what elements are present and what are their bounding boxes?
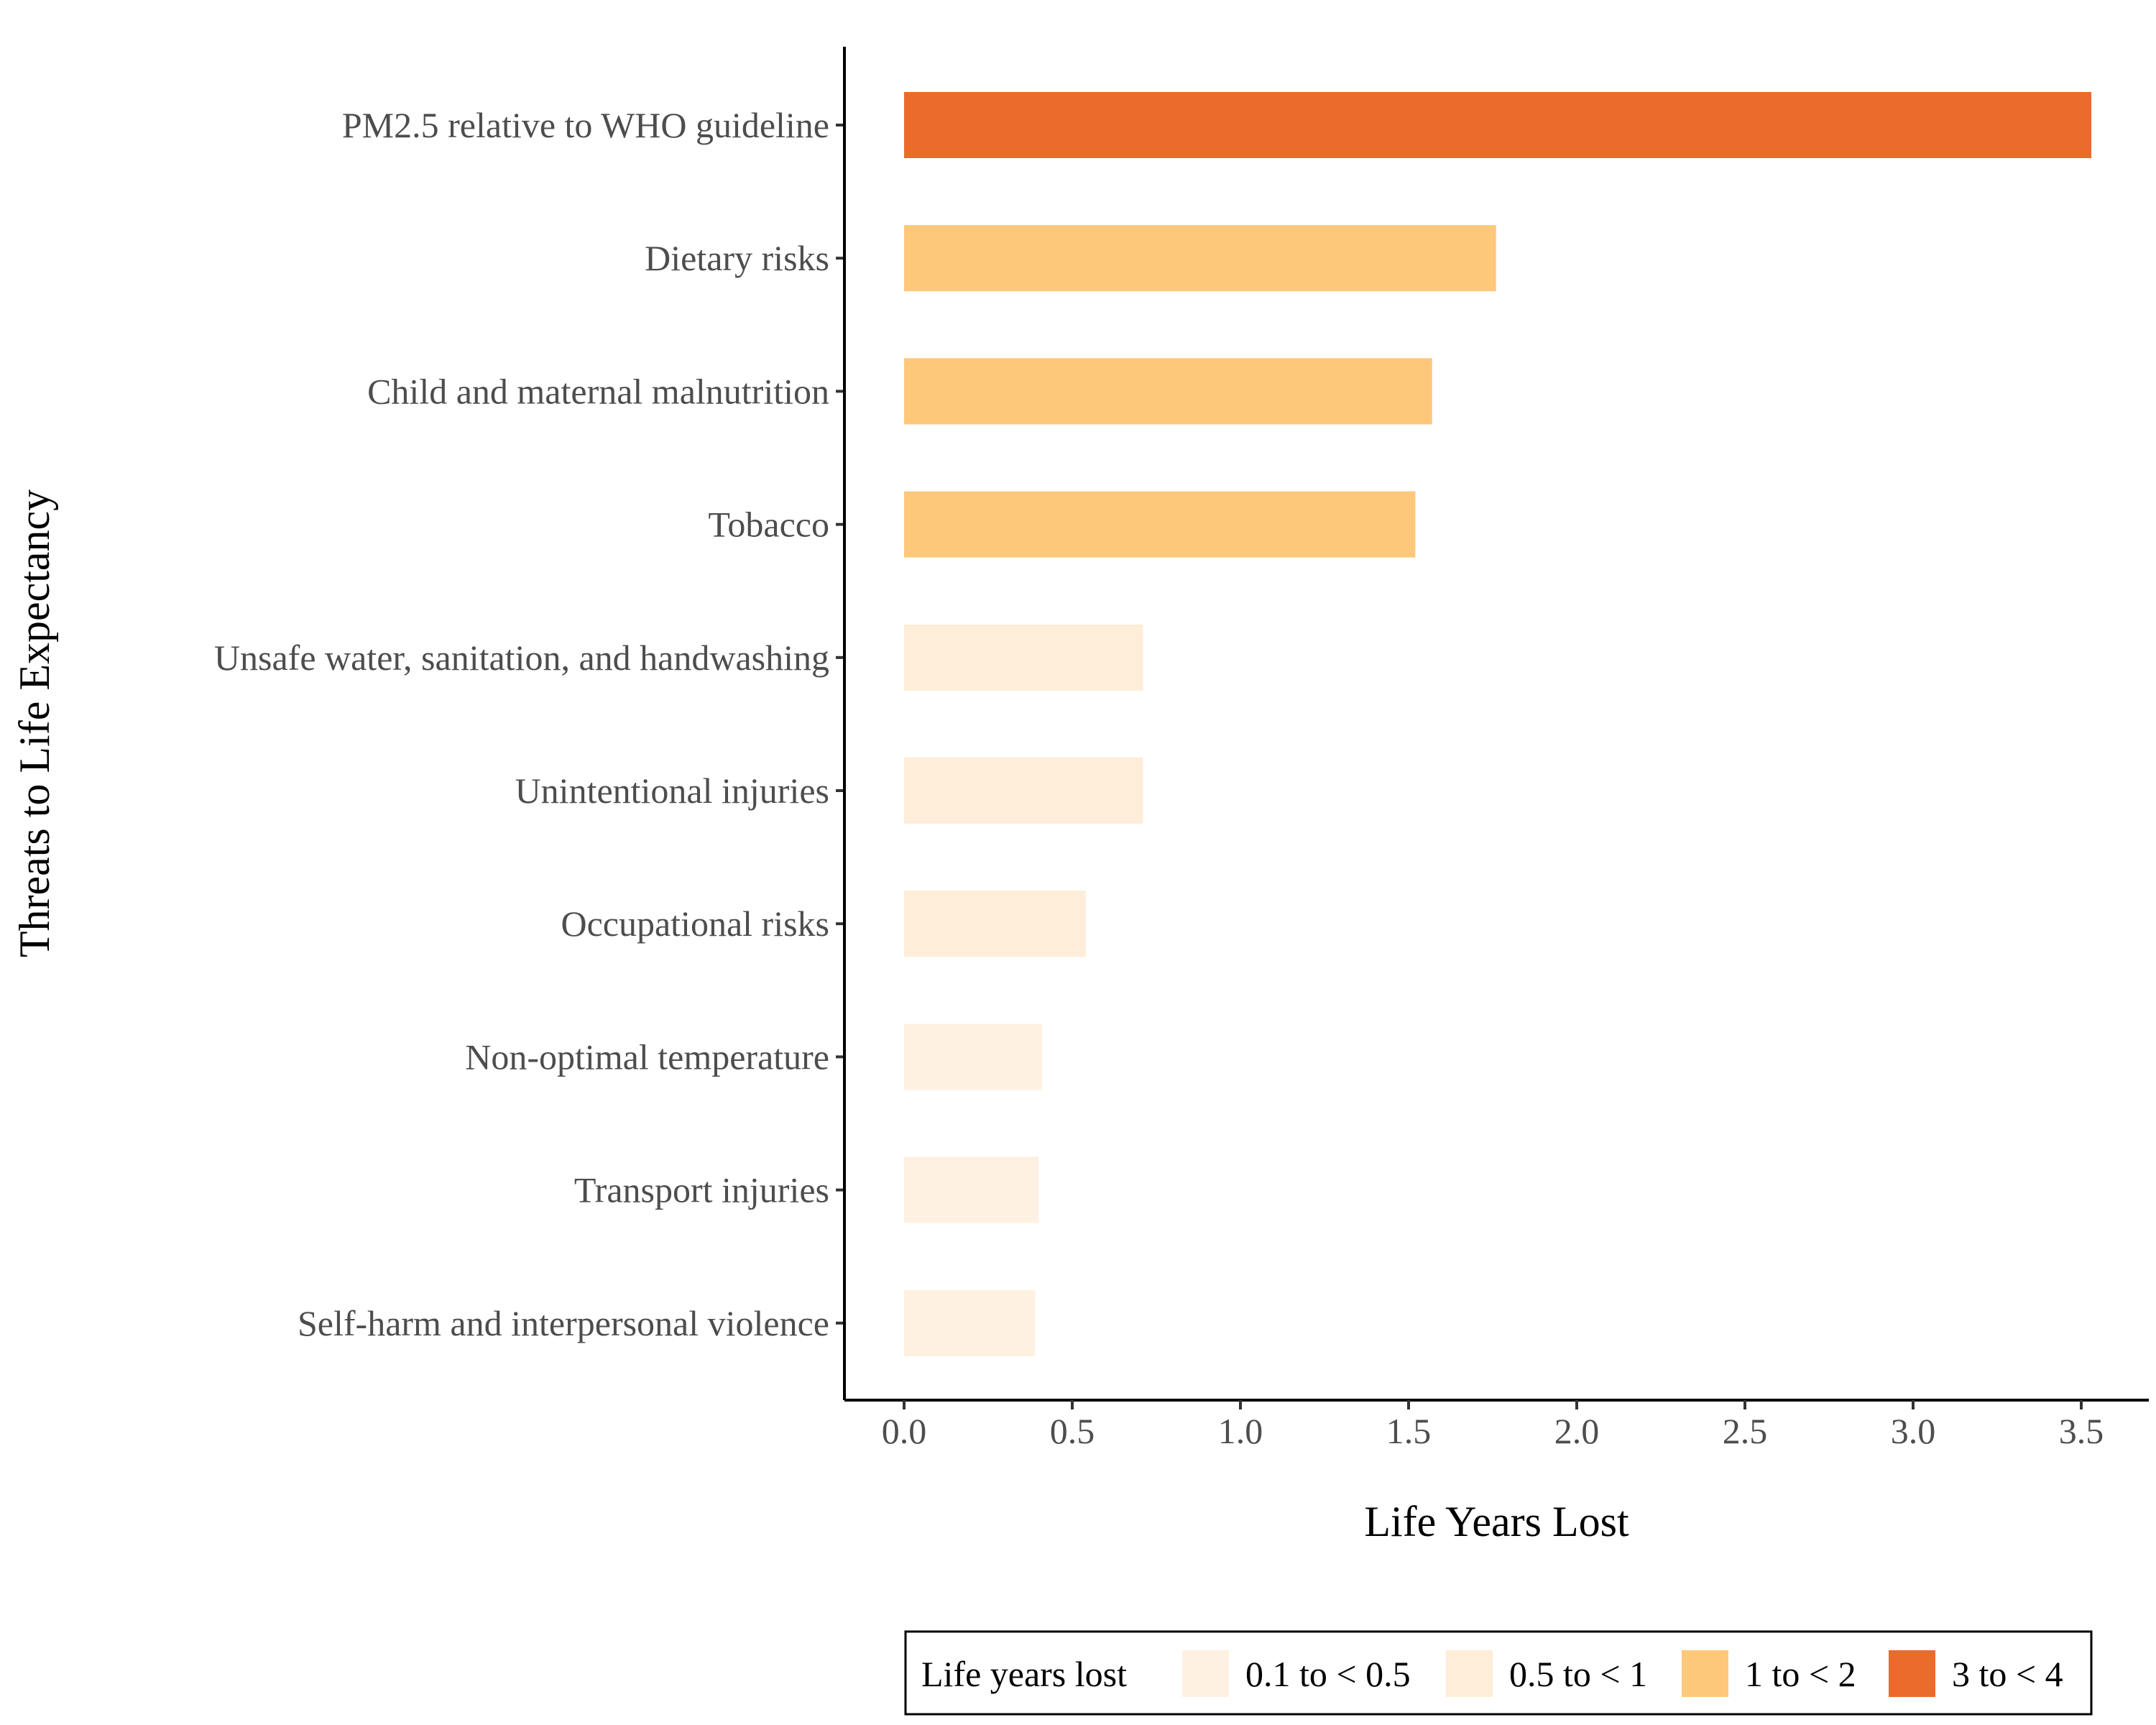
legend-label: 0.1 to < 0.5 [1245, 1654, 1411, 1694]
y-tick-label: Unintentional injuries [515, 770, 829, 811]
bar [904, 758, 1143, 824]
category-labels: PM2.5 relative to WHO guideline Dietary r… [214, 105, 829, 1343]
y-tick-label: Tobacco [708, 505, 829, 545]
x-tick-label: 2.0 [1554, 1411, 1600, 1451]
bar [904, 491, 1416, 558]
y-tick-label: Self-harm and interpersonal violence [298, 1303, 829, 1343]
x-tick-label: 0.0 [882, 1411, 927, 1451]
bar [904, 624, 1143, 691]
bar [904, 358, 1432, 425]
legend: Life years lost 0.1 to < 0.5 0.5 to < 1 1 … [904, 1630, 2093, 1716]
x-tick-label: 3.5 [2059, 1411, 2104, 1451]
y-tick-label: Non-optimal temperature [465, 1036, 829, 1077]
y-tick-label: PM2.5 relative to WHO guideline [342, 105, 829, 145]
y-tick-label: Unsafe water, sanitation, and handwashin… [214, 638, 829, 678]
legend-swatch [1182, 1650, 1229, 1697]
y-tick-label: Occupational risks [561, 903, 829, 944]
legend-title: Life years lost [921, 1654, 1127, 1694]
bar [904, 225, 1496, 292]
legend-swatch [1682, 1650, 1728, 1697]
legend-entries: 0.1 to < 0.5 0.5 to < 1 1 to < 2 3 to < 4 [1182, 1650, 2063, 1697]
x-tick-label: 3.0 [1891, 1411, 1936, 1451]
bar [904, 1156, 1039, 1223]
x-axis-title: Life Years Lost [1364, 1498, 1629, 1545]
y-axis-title: Threats to Life Expectancy [11, 489, 58, 957]
y-tick-label: Child and maternal malnutrition [367, 371, 829, 411]
bar [904, 92, 2092, 158]
x-tick-label: 1.5 [1386, 1411, 1432, 1451]
bars [904, 92, 2092, 1356]
legend-swatch [1446, 1650, 1493, 1697]
x-tick-label: 1.0 [1218, 1411, 1263, 1451]
x-tick-label: 0.5 [1050, 1411, 1095, 1451]
x-axis-ticks: 0.0 0.5 1.0 1.5 2.0 2.5 3.0 3.5 [882, 1400, 2104, 1451]
legend-label: 3 to < 4 [1952, 1654, 2063, 1694]
legend-label: 0.5 to < 1 [1509, 1654, 1647, 1694]
y-tick-label: Transport injuries [574, 1170, 829, 1210]
legend-label: 1 to < 2 [1745, 1654, 1856, 1694]
bar [904, 891, 1086, 957]
y-tick-label: Dietary risks [645, 238, 829, 278]
legend-swatch [1889, 1650, 1935, 1697]
bar [904, 1024, 1042, 1090]
bar [904, 1289, 1036, 1356]
x-tick-label: 2.5 [1723, 1411, 1768, 1451]
